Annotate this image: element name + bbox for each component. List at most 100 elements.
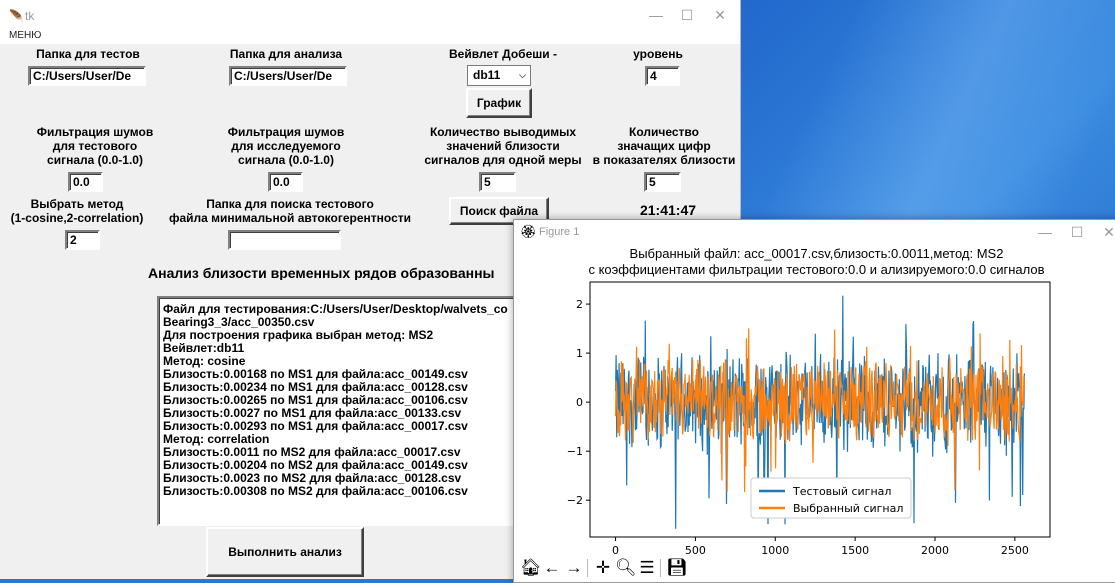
- noise-investigated-label-line: сигнала (0.0-1.0): [238, 153, 334, 167]
- results-line: Близость:0.0011 по MS2 для файла:acc_000…: [163, 445, 461, 459]
- configure-subplots-icon[interactable]: ☰: [639, 558, 655, 577]
- noise-investigated-input[interactable]: 0.0: [268, 172, 303, 192]
- results-line: Близость:0.0023 по MS2 для файла:acc_001…: [163, 471, 462, 485]
- output-count-label-line: Количество выводимых: [429, 125, 577, 139]
- figure-window: 🏵 Figure 1 — ☐ ✕ Выбранный файл: acc_000…: [513, 219, 1115, 583]
- sig-digits-label-line: в показателях близости: [592, 153, 736, 167]
- noise-test-label: Фильтрация шумов для тестового сигнала (…: [20, 125, 170, 167]
- y-tick-label: 1: [576, 347, 583, 360]
- sig-digits-label-line: значащих цифр: [617, 139, 711, 153]
- series-line-1: [615, 328, 1025, 493]
- plot-title-line2: с коэффициентами фильтрации тестового:0.…: [588, 262, 1045, 277]
- plot-title-line1: Выбранный файл: acc_00017.csv,близость:0…: [629, 246, 1004, 261]
- menubar: МЕНЮ: [0, 30, 740, 44]
- x-tick-label: 1500: [841, 544, 869, 555]
- toolbar-separator: [587, 559, 588, 577]
- legend: Тестовый сигнал Выбранный сигнал: [750, 477, 912, 519]
- sig-digits-label: Количество значащих цифр в показателях б…: [588, 125, 740, 167]
- sig-digits-input[interactable]: 5: [644, 172, 681, 192]
- results-line: Файл для тестирования:C:/Users/User/Desk…: [163, 302, 508, 316]
- method-input[interactable]: 2: [65, 230, 100, 250]
- search-folder-label-line: файла минимальной автокогерентности: [168, 211, 411, 225]
- figure-toolbar: 🏠︎ ← → ✛ 🔍︎ ☰ 💾︎: [514, 555, 1115, 581]
- noise-test-label-line: сигнала (0.0-1.0): [47, 153, 143, 167]
- tests-folder-input[interactable]: C:/Users/User/De: [28, 66, 146, 86]
- save-icon[interactable]: 💾︎: [666, 558, 688, 577]
- analysis-folder-label: Папка для анализа: [229, 47, 343, 61]
- x-tick-label: 2500: [1001, 544, 1029, 555]
- results-line: Bearing3_3/acc_00350.csv: [163, 315, 315, 329]
- tk-titlebar[interactable]: 🪶 tk — ☐ ✕: [0, 0, 740, 30]
- maximize-button[interactable]: ☐: [680, 7, 694, 23]
- feather-icon: 🪶: [9, 9, 24, 23]
- results-textbox[interactable]: Файл для тестирования:C:/Users/User/Desk…: [157, 296, 541, 526]
- noise-investigated-label: Фильтрация шумов для исследуемого сигнал…: [211, 125, 361, 167]
- legend-box: [750, 477, 912, 519]
- results-line: Близость:0.00168 по MS1 для файла:acc_00…: [163, 367, 468, 381]
- run-analysis-button[interactable]: Выполнить анализ: [206, 527, 364, 577]
- wavelet-select-value: db11: [473, 68, 501, 82]
- forward-arrow-icon[interactable]: →: [565, 558, 583, 577]
- feather-icon: 🏵: [520, 224, 537, 239]
- maximize-button[interactable]: ☐: [1070, 224, 1084, 240]
- level-label: уровень: [633, 47, 683, 61]
- results-line: Близость:0.0027 по MS1 для файла:acc_001…: [163, 406, 462, 420]
- tests-folder-label: Папка для тестов: [36, 47, 140, 61]
- results-line: Близость:0.00293 по MS1 для файла:acc_00…: [163, 419, 468, 433]
- close-button[interactable]: ✕: [1103, 224, 1115, 240]
- output-count-label-line: сигналов для одной меры: [424, 153, 582, 167]
- pan-icon[interactable]: ✛: [595, 558, 611, 577]
- sig-digits-label-line: Количество: [629, 125, 699, 139]
- search-folder-input[interactable]: [228, 230, 341, 250]
- back-arrow-icon[interactable]: ←: [543, 558, 561, 577]
- results-line: Вейвлет:db11: [163, 341, 245, 355]
- ticks-group: 0 500 1000 1500 2000 2500 −2 −1 0 1 2: [567, 298, 1029, 555]
- wavelet-label: Вейвлет Добеши -: [449, 47, 557, 61]
- results-line: Близость:0.00204 по MS2 для файла:acc_00…: [163, 458, 468, 472]
- menu-item-menu[interactable]: МЕНЮ: [9, 30, 42, 41]
- results-lines: Файл для тестирования:C:/Users/User/Desk…: [159, 298, 539, 498]
- x-tick-label: 1000: [761, 544, 789, 555]
- output-count-label-line: значений близости: [446, 139, 560, 153]
- noise-investigated-label-line: Фильтрация шумов: [227, 125, 345, 139]
- figure-title: Figure 1: [539, 226, 580, 238]
- method-label-line: Выбрать метод: [30, 197, 124, 211]
- window-title: tk: [25, 9, 35, 23]
- results-line: Близость:0.00234 по MS1 для файла:acc_00…: [163, 380, 468, 394]
- analysis-heading: Анализ близости временных рядов образова…: [148, 266, 495, 280]
- legend-label: Выбранный сигнал: [793, 502, 903, 515]
- toolbar-separator: [660, 559, 661, 577]
- x-tick-label: 2000: [921, 544, 949, 555]
- level-input[interactable]: 4: [645, 66, 680, 86]
- search-folder-label: Папка для поиска тестового файла минимал…: [160, 197, 420, 225]
- results-line: Близость:0.00308 по MS2 для файла:acc_00…: [163, 484, 468, 498]
- chart-button[interactable]: График: [466, 88, 532, 118]
- zoom-icon[interactable]: 🔍︎: [615, 558, 637, 577]
- y-tick-label: −1: [567, 445, 583, 458]
- results-line: Близость:0.00265 по MS1 для файла:acc_00…: [163, 393, 468, 407]
- minimize-button[interactable]: —: [1038, 224, 1052, 240]
- output-count-input[interactable]: 5: [479, 172, 516, 192]
- minimize-button[interactable]: —: [649, 7, 663, 23]
- output-count-label: Количество выводимых значений близости с…: [418, 125, 588, 167]
- method-label-line: (1-cosine,2-correlation): [10, 211, 144, 225]
- legend-label: Тестовый сигнал: [792, 485, 891, 498]
- clock: 21:41:47: [639, 202, 697, 218]
- noise-test-label-line: Фильтрация шумов: [36, 125, 154, 139]
- noise-test-label-line: для тестового: [52, 139, 138, 153]
- y-tick-label: −2: [567, 494, 583, 507]
- method-label: Выбрать метод (1-cosine,2-correlation): [2, 197, 152, 225]
- analysis-folder-input[interactable]: C:/Users/User/De: [229, 66, 347, 86]
- wavelet-select[interactable]: db11 ⌵: [467, 65, 531, 86]
- search-folder-label-line: Папка для поиска тестового: [206, 197, 374, 211]
- noise-test-input[interactable]: 0.0: [68, 172, 103, 192]
- figure-titlebar[interactable]: 🏵 Figure 1 — ☐ ✕: [514, 220, 1115, 244]
- close-button[interactable]: ✕: [714, 7, 726, 23]
- x-tick-label: 0: [612, 544, 619, 555]
- results-line: Метод: cosine: [163, 354, 246, 368]
- home-icon[interactable]: 🏠︎: [520, 558, 542, 577]
- chevron-down-icon: ⌵: [519, 70, 526, 80]
- series-group: [615, 295, 1025, 529]
- signal-chart[interactable]: 0 500 1000 1500 2000 2500 −2 −1 0 1 2 Тестовый сиг…: [514, 265, 1115, 555]
- x-tick-label: 500: [685, 544, 706, 555]
